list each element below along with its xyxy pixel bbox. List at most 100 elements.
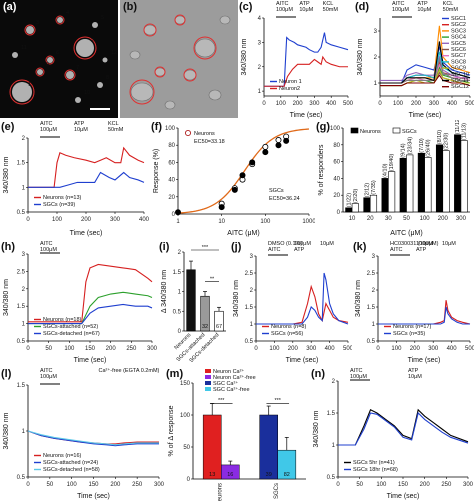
y-axis-label: 340/380 nm [241,38,248,75]
legend-swatch [205,375,211,379]
stimulus-annotation: 50mM [108,127,124,133]
stimulus-annotation: Ca²⁺-free (EGTA 0.2mM) [99,367,160,374]
bar-0 [399,157,407,213]
panel-label-i: (i) [159,241,170,253]
legend-label: SGC Ca²⁺ [213,380,238,387]
series-line-e-1 [28,171,145,188]
x-tick-label: 50 [46,482,53,488]
chart-g: 0 20 40 60 80 100 AITC (μM) % of responders (1/2… [315,120,474,238]
x-tick-label: 250 [132,482,143,488]
panel-label-k: (k) [353,241,367,253]
y-tick-label: 100 [330,126,341,132]
stimulus-annotation: 100μM [294,241,311,247]
x-tick-label: 100 [52,217,63,223]
legend-label: SGCs-detached (n=67) [43,331,100,337]
panel-label-h: (h) [1,241,16,253]
series-line-n-0 [338,408,469,446]
y-tick-label: 0 [178,329,182,335]
bar-0 [363,197,371,213]
y-tick-label: 100 [180,413,191,419]
y-tick-label: 60 [168,160,175,166]
stimulus-annotation: AITC [40,121,53,127]
legend-label: Neuron 1 [279,79,302,85]
legend-label: SGC2 [451,22,466,28]
stimulus-annotation: ATP [74,121,85,127]
y-tick-label: 1 [178,290,182,296]
y-tick-label: 3 [372,254,376,260]
bar-1 [369,194,378,213]
y-tick-label: 2 [258,65,262,71]
x-axis-label: Time (sec) [409,112,442,119]
y-tick-label: 2 [332,379,336,385]
legend-marker [184,129,192,137]
y-tick-label: 2.5 [245,271,254,277]
x-tick-label: 300 [147,346,158,352]
bar-0 [435,144,444,213]
x-axis-label: AITC (μM) [390,230,422,237]
x-tick-label: 100 [393,101,404,107]
bar-1 [442,150,450,213]
legend-swatch [350,127,359,134]
bar-0 [454,134,462,213]
x-axis-label: Time (sec) [77,493,110,500]
chart-svg-j: 0.5 1 1.5 2 2.5 3 0 100 200 300 400 500 Time (sec) 34… [233,241,352,364]
x-tick-label: 200 [81,217,92,223]
legend-label: SGC5 [451,41,466,47]
x-tick-label: 250 [441,482,452,488]
series-line-l-1 [27,430,159,447]
y-axis-label: 340/380 nm [355,280,362,317]
stimulus-annotation: AITC [390,247,403,253]
y-tick-label: 2 [22,287,26,293]
chart-k: 0.5 1 1.5 2 2.5 3 0 100 200 300 400 500 Time (sec) 34… [352,240,474,365]
legend-label: SGCs (n=35) [393,331,425,337]
bar-count-label: (8/10) [437,130,443,145]
x-tick-label: 0 [254,346,258,352]
legend-label: Neurons (n=13) [43,195,82,201]
stimulus-annotation: KCL [323,1,334,7]
chart-svg-c: 1 2 3 4 0 100 200 300 400 500 Time (sec) 340/380 nm… [241,1,354,119]
y-tick-label: 2 [374,55,378,61]
y-axis-label: 340/380 nm [313,410,320,447]
y-tick-label: 60 [333,160,340,166]
panel-label-f: (f) [151,121,162,133]
x-tick-label: 200 [106,346,117,352]
x-tick-label: 0 [376,346,380,352]
series-line-d-11 [380,74,471,87]
x-axis-label: Time (sec) [70,230,103,237]
fit-curve [177,128,310,214]
y-axis-label: Response (%) [153,149,160,193]
bar-count-label: (19/40) [389,154,395,172]
cell-number: 1 [28,82,31,88]
legend-label: Neurons [194,131,215,137]
x-tick-label: 50 [45,346,52,352]
x-tick-label: 200 [411,101,422,107]
y-tick-label: 150 [180,381,191,387]
y-tick-label: 0 [187,477,191,483]
panel-label-n: (n) [311,368,326,380]
x-tick-label: 200 [288,346,299,352]
y-tick-label: 1 [22,185,26,191]
chart-svg-d: 1 2 3 0 100 200 300 400 500 Time (sec) 340/380 nm S… [357,1,474,119]
panel-label-d: (d) [355,1,370,13]
chart-d: 1 2 3 0 100 200 300 400 500 Time (sec) 340/380 nm S… [354,0,474,120]
stimulus-annotation: 10μM [442,241,456,247]
x-tick-label: 200 [410,346,421,352]
y-tick-label: 0.5 [367,339,376,345]
y-tick-label: 1.5 [17,383,26,389]
x-tick-label: 400 [139,217,150,223]
x-tick-label: 50 [403,216,410,222]
bar-count-label: (22/30) [444,133,450,151]
data-point-1 [262,149,269,156]
legend-label: Neuron Ca²⁺-free [213,374,256,381]
stimulus-annotation: AITC [392,1,405,7]
bar-count-label: (11/12) [455,120,461,134]
stimulus-annotation: ATP [416,247,427,253]
y-tick-label: 3 [258,40,262,46]
series-line-k-1 [378,306,470,325]
bar-1 [388,171,396,213]
x-tick-label: 150 [85,346,96,352]
bar-count-label: 18 [188,324,194,330]
x-tick-label: 300 [154,482,165,488]
legend-label: SGC11 [451,78,469,84]
stimulus-annotation: 50mM [323,7,339,13]
